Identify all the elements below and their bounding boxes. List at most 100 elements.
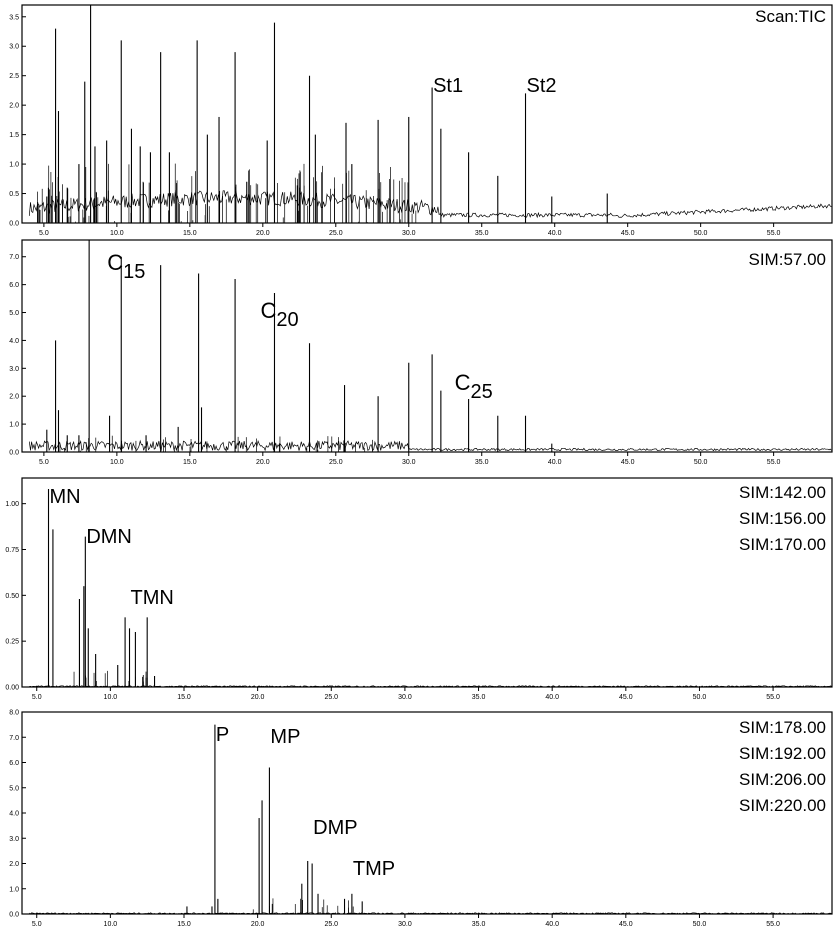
x-tick-label: 25.0 xyxy=(329,230,343,237)
x-tick-label: 30.0 xyxy=(398,921,412,928)
peak-annotation: St2 xyxy=(527,75,557,97)
x-tick-label: 15.0 xyxy=(183,459,197,466)
y-tick-label: 7.0 xyxy=(9,254,19,261)
x-tick-label: 50.0 xyxy=(694,230,708,237)
y-tick-label: 6.0 xyxy=(9,282,19,289)
x-tick-label: 35.0 xyxy=(472,921,486,928)
x-tick-label: 55.0 xyxy=(767,459,781,466)
x-tick-label: 10.0 xyxy=(110,230,124,237)
x-tick-label: 55.0 xyxy=(766,921,780,928)
y-tick-label: 0.50 xyxy=(5,593,19,600)
legend-label: SIM:192.00 xyxy=(739,744,826,763)
y-tick-label: 7.0 xyxy=(9,735,19,742)
legend-label: SIM:156.00 xyxy=(739,509,826,528)
y-tick-label: 2.0 xyxy=(9,394,19,401)
y-tick-label: 3.0 xyxy=(9,366,19,373)
x-tick-label: 30.0 xyxy=(398,694,412,701)
x-tick-label: 50.0 xyxy=(693,694,707,701)
legend-label: SIM:220.00 xyxy=(739,796,826,815)
y-tick-label: 0.5 xyxy=(9,191,19,198)
chromatogram-panel: 5.0 10.0 15.0 20.0 25.0 30.0 35.0 40.0 45.0 50.0 5… xyxy=(9,710,833,928)
x-tick-label: 35.0 xyxy=(475,459,489,466)
y-tick-label: 0.75 xyxy=(5,547,19,554)
legend-label: SIM:57.00 xyxy=(749,250,827,269)
x-tick-label: 40.0 xyxy=(545,921,559,928)
x-tick-label: 10.0 xyxy=(104,921,118,928)
x-tick-label: 15.0 xyxy=(183,230,197,237)
panel-frame xyxy=(21,239,833,453)
y-tick-label: 0.0 xyxy=(9,912,19,919)
x-tick-label: 20.0 xyxy=(256,230,270,237)
x-tick-label: 40.0 xyxy=(548,459,562,466)
y-tick-label: 4.0 xyxy=(9,811,19,818)
peak-annotation: DMN xyxy=(86,526,132,548)
peak-annotation: DMP xyxy=(313,817,357,839)
peak-annotation: C25 xyxy=(455,370,493,403)
x-tick-label: 15.0 xyxy=(177,921,191,928)
x-tick-label: 25.0 xyxy=(324,921,338,928)
y-tick-label: 1.0 xyxy=(9,886,19,893)
y-tick-label: 1.00 xyxy=(5,501,19,508)
peak-annotation: P xyxy=(216,724,229,746)
x-tick-label: 35.0 xyxy=(472,694,486,701)
peak-annotation: St1 xyxy=(433,75,463,97)
peak-annotation: C20 xyxy=(260,298,298,331)
x-tick-label: 45.0 xyxy=(621,459,635,466)
y-tick-label: 8.0 xyxy=(9,710,19,717)
chromatogram-panel: 5.0 10.0 15.0 20.0 25.0 30.0 35.0 40.0 45.0 50.0 5… xyxy=(9,239,833,466)
x-tick-label: 45.0 xyxy=(621,230,635,237)
x-tick-label: 30.0 xyxy=(402,459,416,466)
legend-label: SIM:178.00 xyxy=(739,718,826,737)
panel-frame xyxy=(21,4,833,224)
legend-label: Scan:TIC xyxy=(755,7,826,26)
y-tick-label: 0.25 xyxy=(5,639,19,646)
x-tick-label: 30.0 xyxy=(402,230,416,237)
x-tick-label: 40.0 xyxy=(548,230,562,237)
baseline-trace xyxy=(29,912,832,915)
y-tick-label: 0.0 xyxy=(9,221,19,228)
chromatogram-panel: 5.0 10.0 15.0 20.0 25.0 30.0 35.0 40.0 45.0 50.0 5… xyxy=(9,4,833,237)
panel-frame xyxy=(21,711,833,915)
y-tick-label: 2.0 xyxy=(9,861,19,868)
x-tick-label: 5.0 xyxy=(39,230,49,237)
x-tick-label: 15.0 xyxy=(177,694,191,701)
legend-label: SIM:206.00 xyxy=(739,770,826,789)
x-tick-label: 25.0 xyxy=(324,694,338,701)
y-tick-label: 2.5 xyxy=(9,73,19,80)
y-tick-label: 2.0 xyxy=(9,103,19,110)
baseline-trace xyxy=(29,685,832,688)
x-tick-label: 5.0 xyxy=(32,921,42,928)
x-tick-label: 55.0 xyxy=(766,694,780,701)
peak-annotation: TMP xyxy=(353,858,395,880)
baseline-trace xyxy=(28,190,832,219)
peak-annotation: MN xyxy=(50,486,81,508)
x-tick-label: 35.0 xyxy=(475,230,489,237)
x-tick-label: 5.0 xyxy=(39,459,49,466)
peak-annotation: TMN xyxy=(131,587,174,609)
x-tick-label: 5.0 xyxy=(32,694,42,701)
x-tick-label: 45.0 xyxy=(619,921,633,928)
y-tick-label: 0.00 xyxy=(5,685,19,692)
y-tick-label: 3.0 xyxy=(9,44,19,51)
y-tick-label: 3.5 xyxy=(9,14,19,21)
x-tick-label: 40.0 xyxy=(545,694,559,701)
y-tick-label: 1.0 xyxy=(9,162,19,169)
peak-annotation: MP xyxy=(270,726,300,748)
x-tick-label: 50.0 xyxy=(693,921,707,928)
legend-label: SIM:170.00 xyxy=(739,535,826,554)
y-tick-label: 0.0 xyxy=(9,450,19,457)
peak-annotation: C15 xyxy=(107,250,145,283)
x-tick-label: 50.0 xyxy=(694,459,708,466)
y-tick-label: 5.0 xyxy=(9,310,19,317)
x-tick-label: 20.0 xyxy=(251,694,265,701)
x-tick-label: 10.0 xyxy=(104,694,118,701)
y-tick-label: 5.0 xyxy=(9,785,19,792)
x-tick-label: 45.0 xyxy=(619,694,633,701)
y-tick-label: 6.0 xyxy=(9,760,19,767)
y-tick-label: 1.5 xyxy=(9,132,19,139)
x-tick-label: 20.0 xyxy=(256,459,270,466)
baseline-trace xyxy=(28,439,832,452)
x-tick-label: 20.0 xyxy=(251,921,265,928)
